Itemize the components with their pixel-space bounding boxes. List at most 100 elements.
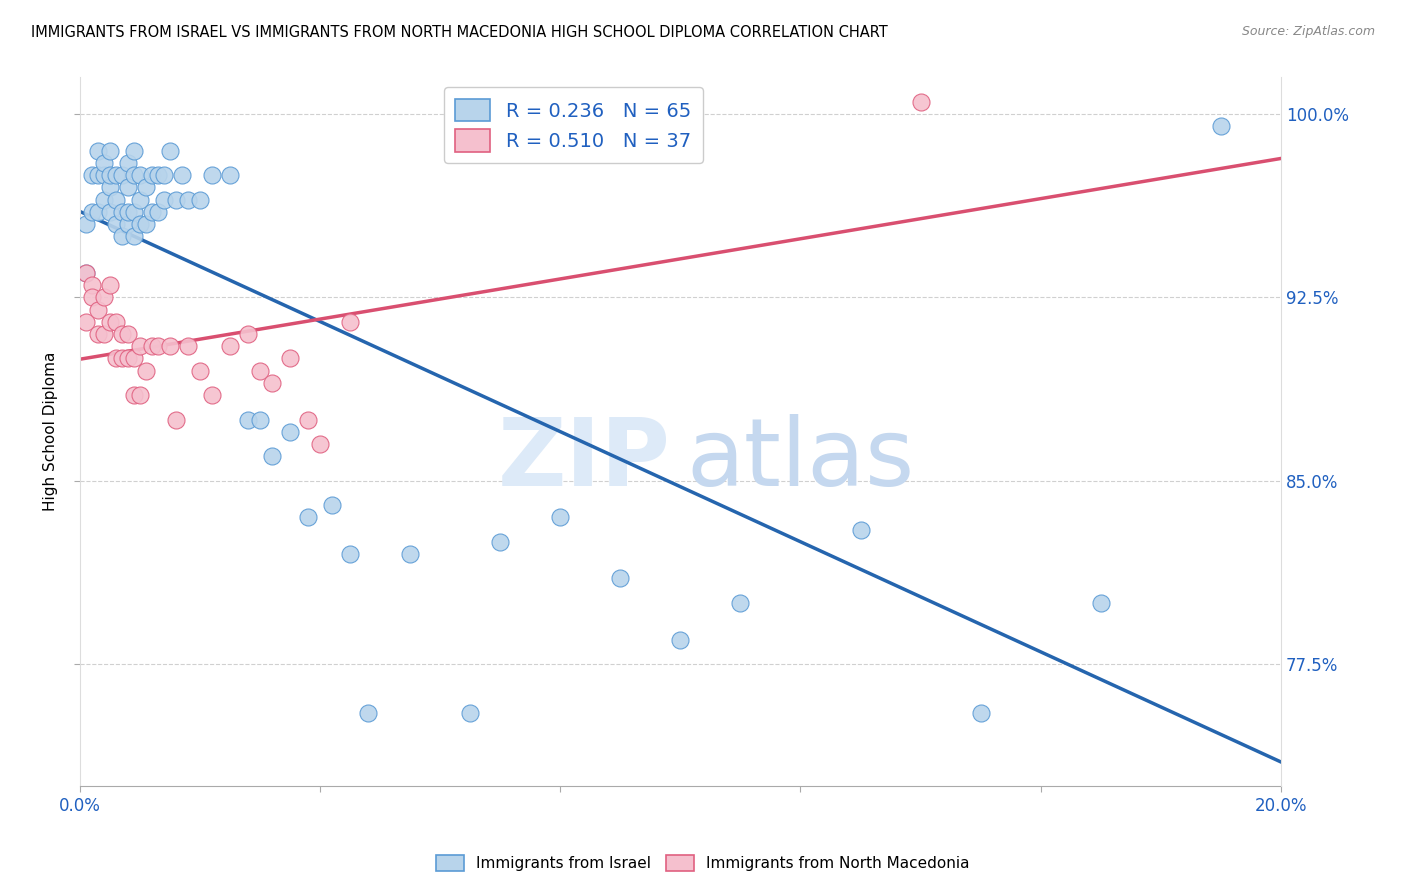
Point xyxy=(111,229,134,244)
Point xyxy=(357,706,380,720)
Point xyxy=(111,351,134,366)
Legend: R = 0.236   N = 65, R = 0.510   N = 37: R = 0.236 N = 65, R = 0.510 N = 37 xyxy=(444,87,703,163)
Point xyxy=(80,204,103,219)
Point xyxy=(117,156,139,170)
Point xyxy=(152,168,174,182)
Text: atlas: atlas xyxy=(686,414,914,506)
Point xyxy=(188,193,211,207)
Point xyxy=(489,534,512,549)
Point xyxy=(104,351,127,366)
Point xyxy=(201,388,224,402)
Point xyxy=(86,204,108,219)
Point xyxy=(93,168,115,182)
Point xyxy=(86,144,108,158)
Point xyxy=(128,193,150,207)
Point xyxy=(159,339,181,353)
Legend: Immigrants from Israel, Immigrants from North Macedonia: Immigrants from Israel, Immigrants from … xyxy=(430,849,976,877)
Text: IMMIGRANTS FROM ISRAEL VS IMMIGRANTS FROM NORTH MACEDONIA HIGH SCHOOL DIPLOMA CO: IMMIGRANTS FROM ISRAEL VS IMMIGRANTS FRO… xyxy=(31,25,887,40)
Point xyxy=(135,180,157,194)
Point xyxy=(201,168,224,182)
Point xyxy=(188,364,211,378)
Point xyxy=(122,229,145,244)
Point xyxy=(146,168,169,182)
Point xyxy=(128,217,150,231)
Point xyxy=(122,351,145,366)
Point xyxy=(135,364,157,378)
Point xyxy=(98,204,121,219)
Point xyxy=(104,193,127,207)
Point xyxy=(669,632,692,647)
Point xyxy=(117,351,139,366)
Point xyxy=(86,168,108,182)
Point xyxy=(117,326,139,341)
Point xyxy=(98,144,121,158)
Point xyxy=(159,144,181,158)
Point xyxy=(111,168,134,182)
Text: ZIP: ZIP xyxy=(498,414,671,506)
Point xyxy=(80,290,103,304)
Point xyxy=(111,204,134,219)
Point xyxy=(152,193,174,207)
Point xyxy=(80,278,103,293)
Point xyxy=(165,193,187,207)
Point xyxy=(165,412,187,426)
Point xyxy=(98,168,121,182)
Point xyxy=(98,315,121,329)
Point xyxy=(399,547,422,561)
Point xyxy=(177,339,200,353)
Point xyxy=(122,204,145,219)
Point xyxy=(75,217,97,231)
Point xyxy=(75,266,97,280)
Point xyxy=(128,339,150,353)
Point xyxy=(98,278,121,293)
Point xyxy=(80,168,103,182)
Point xyxy=(135,217,157,231)
Point xyxy=(128,168,150,182)
Point xyxy=(98,180,121,194)
Text: Source: ZipAtlas.com: Source: ZipAtlas.com xyxy=(1241,25,1375,38)
Point xyxy=(117,217,139,231)
Point xyxy=(93,156,115,170)
Point xyxy=(141,168,163,182)
Point xyxy=(278,425,301,439)
Point xyxy=(141,204,163,219)
Point xyxy=(146,339,169,353)
Point xyxy=(609,571,631,585)
Point xyxy=(128,388,150,402)
Point xyxy=(93,290,115,304)
Point xyxy=(339,547,361,561)
Point xyxy=(849,523,872,537)
Point xyxy=(236,412,259,426)
Point xyxy=(104,315,127,329)
Point xyxy=(236,326,259,341)
Point xyxy=(86,302,108,317)
Point xyxy=(260,449,283,463)
Point xyxy=(141,339,163,353)
Point xyxy=(93,326,115,341)
Y-axis label: High School Diploma: High School Diploma xyxy=(44,352,58,511)
Point xyxy=(730,596,752,610)
Point xyxy=(75,266,97,280)
Point xyxy=(249,412,271,426)
Point xyxy=(104,168,127,182)
Point xyxy=(218,339,240,353)
Point xyxy=(339,315,361,329)
Point xyxy=(260,376,283,390)
Point xyxy=(910,95,932,109)
Point xyxy=(117,204,139,219)
Point xyxy=(548,510,571,524)
Point xyxy=(122,168,145,182)
Point xyxy=(218,168,240,182)
Point xyxy=(309,437,332,451)
Point xyxy=(249,364,271,378)
Point xyxy=(278,351,301,366)
Point xyxy=(146,204,169,219)
Point xyxy=(122,144,145,158)
Point xyxy=(117,180,139,194)
Point xyxy=(122,388,145,402)
Point xyxy=(1090,596,1112,610)
Point xyxy=(297,412,319,426)
Point xyxy=(297,510,319,524)
Point xyxy=(458,706,481,720)
Point xyxy=(86,326,108,341)
